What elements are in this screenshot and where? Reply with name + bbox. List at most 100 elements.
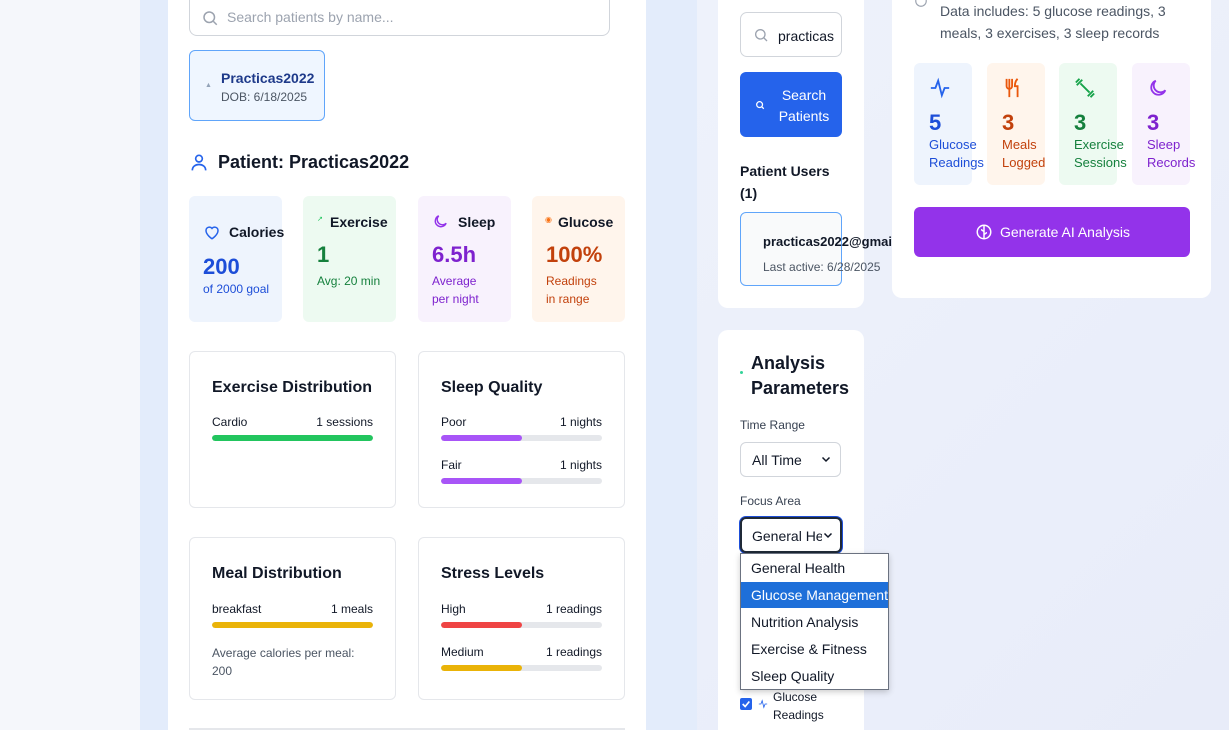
focus-area-value: General Health: [752, 528, 822, 544]
meals-logged-tile: 3 Meals Logged: [987, 63, 1045, 185]
glucose-stat-card: ◉ Glucose 100% Readings in range: [532, 196, 625, 322]
search-patients-button[interactable]: Search Patients: [740, 72, 842, 137]
time-range-label: Time Range: [740, 418, 805, 432]
heart-icon: [205, 226, 219, 240]
user-icon: [191, 154, 207, 171]
row-label: Poor: [441, 415, 467, 429]
row-count: 1 nights: [559, 458, 602, 472]
user-search-value: practicas: [778, 28, 835, 44]
glucose-readings-checkbox[interactable]: [740, 698, 752, 710]
progress-track: [212, 622, 373, 628]
row-label: High: [441, 602, 466, 616]
analysis-parameters-title: Analysis Parameters: [751, 353, 850, 398]
generate-ai-analysis-button[interactable]: Generate AI Analysis: [914, 207, 1190, 257]
search-patients-label: Search Patients: [778, 87, 830, 124]
time-range-select[interactable]: All Time: [740, 442, 841, 477]
activity-icon: [758, 699, 768, 709]
glucose-label: Glucose: [558, 214, 614, 230]
row-count: 1 meals: [330, 602, 373, 616]
settings-icon: [740, 371, 743, 374]
row-label: Cardio: [212, 415, 248, 429]
tile-label: Sleep Records: [1147, 137, 1196, 170]
progress-fill: [441, 622, 522, 628]
sleep-value: 6.5h: [432, 242, 477, 267]
search-icon: [203, 11, 218, 26]
progress-fill: [441, 435, 522, 441]
divider: [189, 728, 625, 730]
progress-track: [441, 665, 602, 671]
sleep-stat-card: Sleep 6.5h Average per night: [418, 196, 511, 322]
exercise-distribution-title: Exercise Distribution: [212, 379, 373, 396]
patient-user-last-active: Last active: 6/28/2025: [763, 260, 881, 274]
dumbbell-icon: [1075, 78, 1095, 98]
progress-track: [441, 435, 602, 441]
user-icon: ▲: [205, 82, 212, 89]
activity-icon: [930, 77, 950, 99]
progress-fill: [441, 478, 522, 484]
progress-fill: [212, 435, 373, 441]
patient-user-item[interactable]: practicas2022@gmail.com Last active: 6/2…: [740, 212, 926, 286]
activity-icon: ↗: [317, 216, 323, 223]
exercise-value: 1: [317, 242, 330, 267]
user-search-input[interactable]: practicas: [740, 12, 842, 57]
glucose-sub: Readings in range: [546, 274, 597, 306]
sleep-label: Sleep: [458, 214, 496, 230]
sleep-quality-title: Sleep Quality: [441, 379, 543, 396]
focus-area-label: Focus Area: [740, 494, 801, 508]
focus-area-select[interactable]: General Health: [740, 517, 842, 553]
patient-user-email: practicas2022@gmail.com: [763, 234, 926, 249]
glucose-value: 100%: [546, 242, 603, 267]
exercise-stat-card: ↗ Exercise 1 Avg: 20 min: [303, 196, 396, 322]
exercise-distribution-card: Exercise Distribution Cardio 1 sessions: [189, 351, 396, 508]
row-label: Fair: [441, 458, 462, 472]
dropdown-option[interactable]: Nutrition Analysis: [751, 614, 859, 630]
sleep-quality-card: Sleep Quality Poor 1 nights Fair 1 night…: [418, 351, 625, 508]
sleep-records-tile: 3 Sleep Records: [1132, 63, 1195, 185]
exercise-sub: Avg: 20 min: [317, 274, 381, 288]
row-count: 1 readings: [545, 645, 602, 659]
page-background-left: [0, 0, 140, 730]
moon-icon: [1150, 79, 1167, 96]
patient-search-input[interactable]: Search patients by name...: [189, 0, 610, 36]
search-icon: [755, 29, 768, 42]
meal-distribution-title: Meal Distribution: [212, 565, 342, 582]
exercise-label: Exercise: [330, 214, 388, 230]
search-icon: [756, 101, 765, 110]
tile-number: 5: [929, 110, 942, 135]
row-count: 1 readings: [545, 602, 602, 616]
tile-label: Meals Logged: [1002, 137, 1046, 170]
sleep-sub: Average per night: [432, 274, 479, 306]
tile-number: 3: [1147, 110, 1160, 135]
row-count: 1 sessions: [316, 415, 373, 429]
calories-value: 200: [203, 254, 240, 279]
focus-area-dropdown: General Health Glucose Management Nutrit…: [740, 553, 889, 690]
average-calories-note: Average calories per meal: 200: [212, 646, 355, 678]
patient-users-title: Patient Users (1): [740, 163, 830, 201]
chevron-down-icon: [823, 532, 833, 539]
glucose-readings-checkbox-label: Glucose Readings: [773, 690, 824, 722]
progress-track: [441, 622, 602, 628]
time-range-value: All Time: [752, 452, 802, 468]
calories-label: Calories: [229, 224, 285, 240]
glucose-readings-tile: 5 Glucose Readings: [914, 63, 984, 185]
selected-patient-name: Practicas2022: [221, 70, 315, 86]
dropdown-option[interactable]: Exercise & Fitness: [751, 641, 867, 657]
stress-levels-card: Stress Levels High 1 readings Medium 1 r…: [418, 537, 625, 700]
progress-fill: [441, 665, 522, 671]
brain-icon: [976, 224, 992, 240]
progress-fill: [212, 622, 373, 628]
tile-number: 3: [1002, 110, 1015, 135]
tile-label: Exercise Sessions: [1074, 137, 1127, 170]
progress-track: [212, 435, 373, 441]
selected-patient-dob: DOB: 6/18/2025: [221, 90, 308, 104]
row-count: 1 nights: [559, 415, 602, 429]
selected-patient-card[interactable]: ▲ Practicas2022 DOB: 6/18/2025: [189, 50, 325, 121]
row-label: Medium: [441, 645, 484, 659]
dropdown-option[interactable]: Sleep Quality: [751, 668, 835, 684]
patient-search-placeholder: Search patients by name...: [227, 9, 394, 25]
exercise-sessions-tile: 3 Exercise Sessions: [1059, 63, 1127, 185]
moon-icon: [434, 215, 447, 228]
dropdown-option[interactable]: Glucose Management: [741, 582, 888, 608]
dropdown-option[interactable]: General Health: [751, 560, 846, 576]
calories-sub: of 2000 goal: [203, 282, 270, 296]
